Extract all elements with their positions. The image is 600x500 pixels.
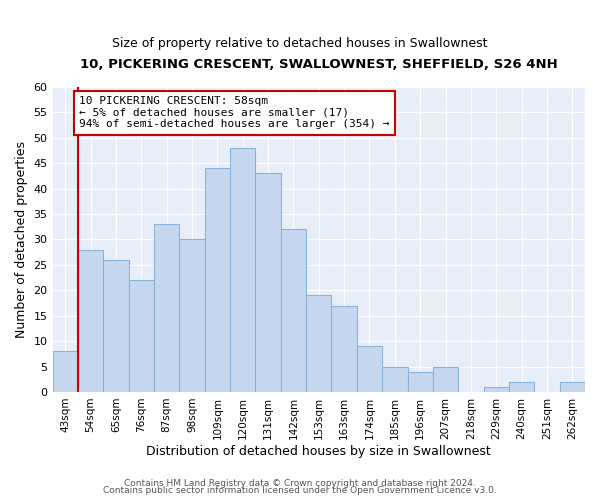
Bar [357, 346, 382, 392]
Bar [407, 372, 433, 392]
Text: Contains public sector information licensed under the Open Government Licence v3: Contains public sector information licen… [103, 486, 497, 495]
Bar [509, 382, 534, 392]
Bar [256, 174, 281, 392]
Title: 10, PICKERING CRESCENT, SWALLOWNEST, SHEFFIELD, S26 4NH: 10, PICKERING CRESCENT, SWALLOWNEST, SHE… [80, 58, 557, 70]
Bar [128, 280, 154, 392]
Text: Size of property relative to detached houses in Swallownest: Size of property relative to detached ho… [112, 38, 488, 51]
Bar [53, 352, 78, 392]
Bar [154, 224, 179, 392]
Bar [382, 366, 407, 392]
Bar [331, 306, 357, 392]
Bar [306, 296, 331, 392]
Y-axis label: Number of detached properties: Number of detached properties [15, 141, 28, 338]
Text: Contains HM Land Registry data © Crown copyright and database right 2024.: Contains HM Land Registry data © Crown c… [124, 478, 476, 488]
Bar [103, 260, 128, 392]
Bar [560, 382, 585, 392]
X-axis label: Distribution of detached houses by size in Swallownest: Distribution of detached houses by size … [146, 444, 491, 458]
Bar [281, 230, 306, 392]
Bar [78, 250, 103, 392]
Text: 10 PICKERING CRESCENT: 58sqm
← 5% of detached houses are smaller (17)
94% of sem: 10 PICKERING CRESCENT: 58sqm ← 5% of det… [79, 96, 389, 130]
Bar [230, 148, 256, 392]
Bar [179, 240, 205, 392]
Bar [205, 168, 230, 392]
Bar [484, 387, 509, 392]
Bar [433, 366, 458, 392]
